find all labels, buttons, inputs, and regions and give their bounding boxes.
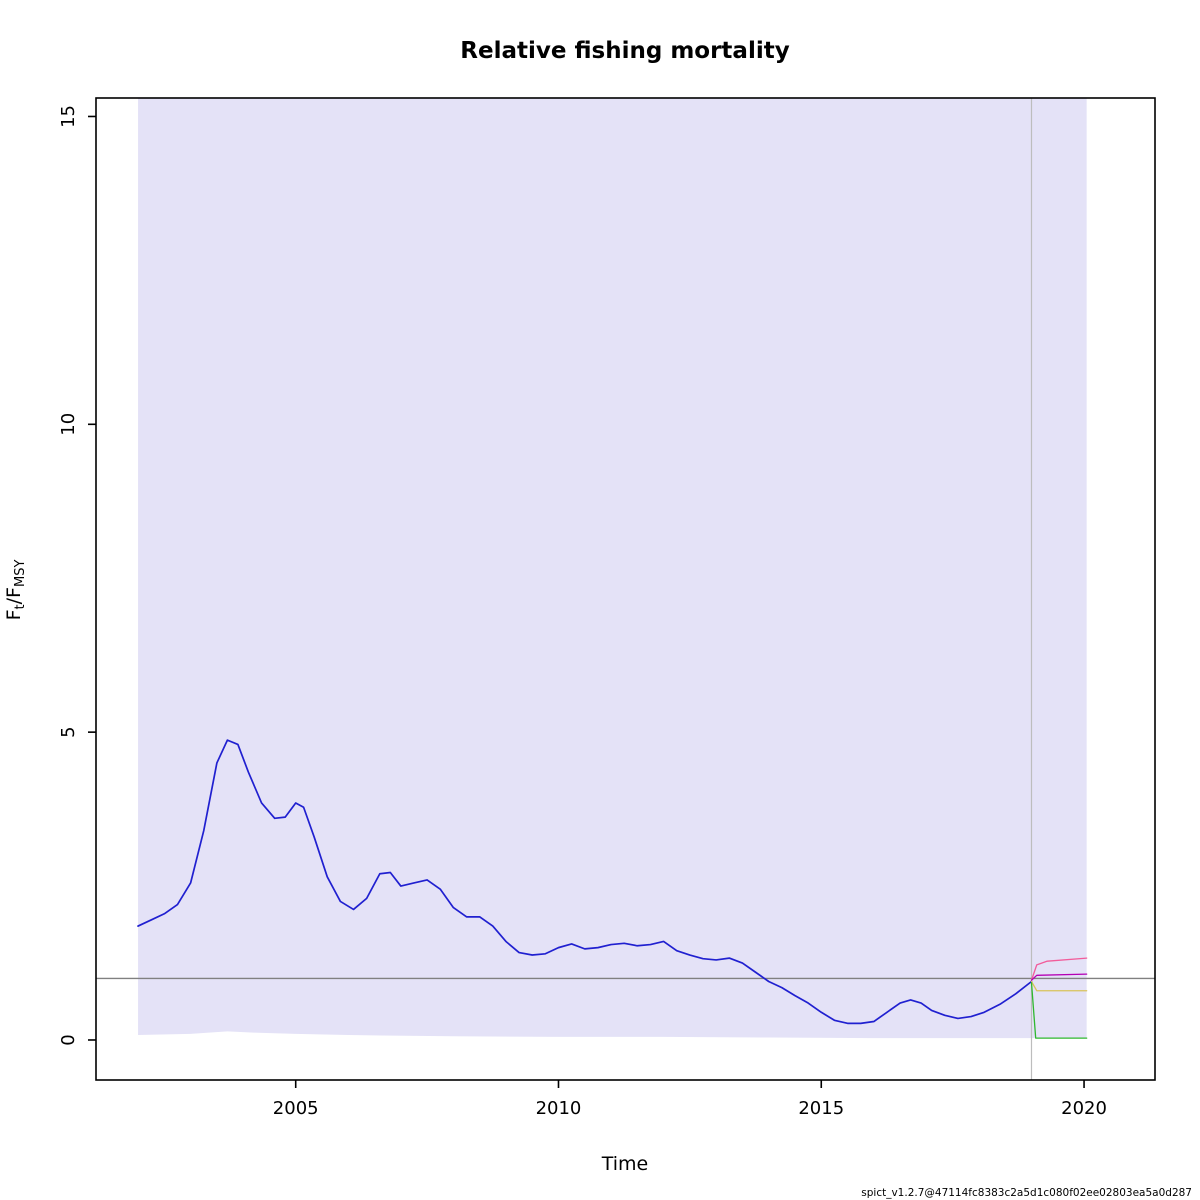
f-fmsy-estimate-line — [137, 739, 1033, 1025]
version-footer: spict_v1.2.7@47114fc8383c2a5d1c080f02ee0… — [861, 1187, 1192, 1199]
x-tick-label: 2005 — [273, 1098, 319, 1119]
x-tick-label: 2020 — [1061, 1098, 1107, 1119]
x-axis-label: Time — [601, 1153, 649, 1175]
y-tick-label: 10 — [58, 413, 79, 436]
confidence-interval-band — [138, 98, 1087, 1039]
prediction-line-zero — [1030, 982, 1088, 1039]
y-axis-label: Ft/FMSY — [3, 560, 28, 621]
prediction-line-low — [1030, 980, 1088, 992]
prediction-line-high — [1030, 957, 1088, 981]
y-tick-label: 15 — [58, 105, 79, 128]
chart-layers: 2005 2010 2015 2020 0 5 10 15 — [58, 97, 1156, 1119]
prediction-line-mid — [1030, 973, 1088, 981]
x-tick-label: 2010 — [536, 1098, 582, 1119]
y-tick-label: 0 — [58, 1034, 79, 1045]
y-tick-label: 5 — [58, 726, 79, 737]
plot-box — [95, 97, 1156, 1081]
x-tick-label: 2015 — [798, 1098, 844, 1119]
chart-title: Relative fishing mortality — [460, 38, 789, 64]
